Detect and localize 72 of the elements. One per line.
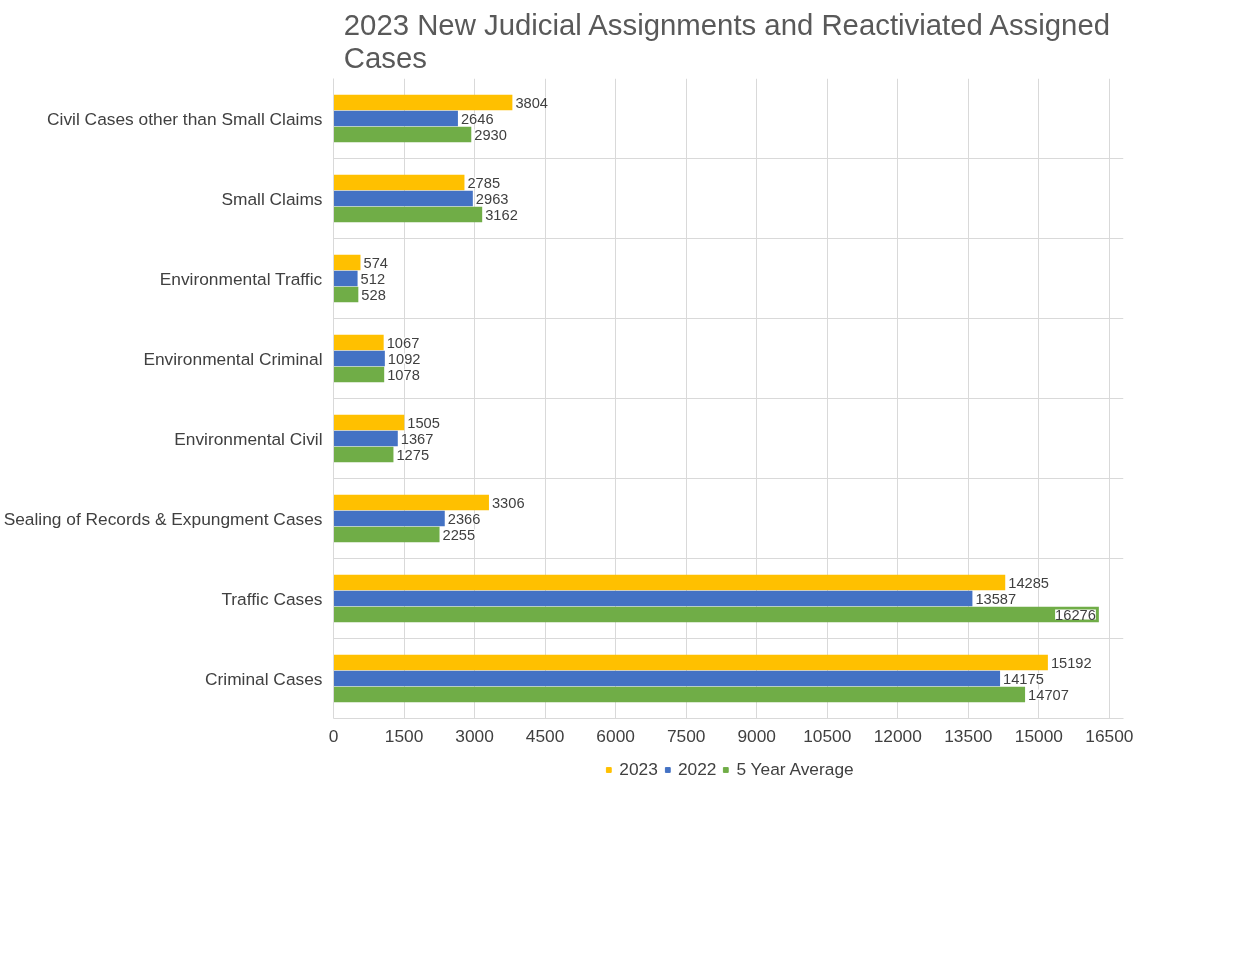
x-tick-label: 13500 (944, 725, 993, 746)
data-label: 528 (361, 286, 386, 303)
legend-label: 2023 (619, 758, 658, 780)
data-label: 2255 (442, 526, 476, 543)
legend-label: 2022 (677, 758, 717, 780)
y-tick-label: Criminal Cases (205, 668, 323, 689)
y-tick-label: Sealing of Records & Expungment Cases (3, 508, 323, 529)
data-label: 2930 (474, 126, 507, 143)
y-tick-label: Environmental Criminal (143, 348, 323, 369)
data-label: 14707 (1028, 686, 1069, 703)
data-label: 1092 (387, 350, 421, 367)
bar (333, 510, 445, 527)
data-label: 1505 (407, 414, 440, 431)
x-tick-label: 6000 (596, 725, 635, 746)
y-tick-label: Traffic Cases (221, 588, 323, 609)
x-tick-label: 9000 (737, 725, 776, 746)
data-label: 3306 (491, 494, 525, 511)
x-tick-label: 12000 (873, 725, 922, 746)
bar (333, 126, 472, 143)
data-label: 1275 (396, 446, 430, 463)
x-tick-label: 10500 (803, 725, 852, 746)
bar (333, 414, 405, 431)
y-tick-label: Civil Cases other than Small Claims (47, 108, 323, 129)
bar (333, 206, 483, 223)
y-tick-label: Environmental Civil (174, 428, 323, 449)
data-label: 574 (363, 254, 388, 271)
data-label: 2963 (475, 190, 509, 207)
bar (333, 430, 398, 447)
bar (333, 174, 465, 191)
data-label: 16276 (1055, 606, 1096, 623)
data-label: 14285 (1008, 574, 1049, 591)
x-tick-label: 15000 (1014, 725, 1063, 746)
x-tick-label: 7500 (666, 725, 706, 746)
bar (333, 366, 385, 383)
bar (333, 606, 1099, 623)
bar (333, 270, 358, 287)
data-label: 13587 (975, 590, 1017, 607)
bar (333, 590, 973, 607)
data-label: 2366 (447, 510, 481, 527)
data-label: 15192 (1050, 654, 1092, 671)
data-label: 2785 (467, 174, 501, 191)
data-label: 3804 (515, 94, 548, 111)
bar (333, 190, 473, 207)
legend-label: 5 Year Average (736, 758, 854, 780)
x-tick-label: 4500 (525, 725, 565, 746)
bar (333, 94, 513, 111)
bar (333, 686, 1026, 703)
bar (333, 526, 440, 543)
x-tick-label: 3000 (455, 725, 494, 746)
data-label: 2646 (460, 110, 494, 127)
bar (333, 110, 458, 127)
data-label: 512 (360, 270, 386, 287)
data-label: 3162 (485, 206, 518, 223)
bar (333, 286, 359, 303)
bar (333, 494, 489, 511)
y-tick-label: Small Claims (221, 188, 323, 209)
bar (333, 446, 394, 463)
data-label: 1367 (400, 430, 434, 447)
bar (333, 334, 384, 351)
x-tick-label: 0 (328, 725, 339, 746)
y-tick-label: Environmental Traffic (159, 268, 323, 289)
data-label: 14175 (1003, 670, 1044, 687)
bar (333, 350, 385, 367)
x-tick-label: 1500 (384, 725, 424, 746)
bar (333, 654, 1048, 671)
bar (333, 670, 1001, 687)
x-tick-label: 16500 (1085, 725, 1134, 746)
data-label: 1078 (387, 366, 420, 383)
data-label: 1067 (386, 334, 420, 351)
chart-title: 2023 New Judicial Assignments and Reactiviated Assigned Cases (343, 7, 1111, 74)
bar (333, 254, 361, 271)
bar (333, 574, 1006, 591)
